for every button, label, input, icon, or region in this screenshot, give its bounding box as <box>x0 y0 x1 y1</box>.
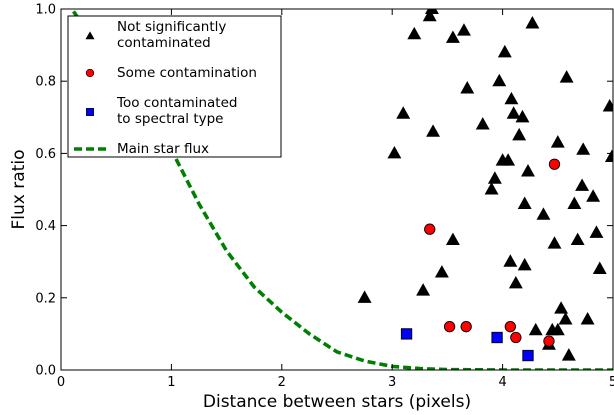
circle-point <box>544 336 554 346</box>
circle-point <box>511 332 521 342</box>
y-tick-label: 0.6 <box>35 147 56 162</box>
y-tick-label: 0.8 <box>35 75 56 90</box>
square-point <box>523 350 533 360</box>
square-point <box>401 329 411 339</box>
triangle-point <box>426 2 439 13</box>
legend-marker <box>86 108 93 115</box>
x-tick-label: 4 <box>498 375 506 390</box>
y-axis-label: Flux ratio <box>9 150 29 230</box>
legend-label: to spectral type <box>117 111 224 127</box>
x-tick-label: 2 <box>278 375 286 390</box>
x-tick-label: 3 <box>388 375 396 390</box>
legend-label: Some contamination <box>117 65 257 81</box>
x-tick-label: 0 <box>57 375 65 390</box>
x-tick-label: 1 <box>167 375 175 390</box>
circle-point <box>425 224 435 234</box>
y-tick-label: 0.2 <box>35 291 56 306</box>
y-tick-label: 0.0 <box>35 364 56 379</box>
y-tick-label: 0.4 <box>35 219 56 234</box>
square-point <box>492 332 502 342</box>
legend-label: Not significantly <box>117 19 226 35</box>
circle-point <box>444 321 454 331</box>
legend-marker <box>86 69 94 77</box>
circle-point <box>461 321 471 331</box>
circle-point <box>549 159 559 169</box>
legend-label: Too contaminated <box>116 95 237 111</box>
y-tick-label: 1.0 <box>35 3 56 18</box>
legend-label: contaminated <box>117 35 211 51</box>
x-axis-label: Distance between stars (pixels) <box>203 392 471 412</box>
legend-label: Main star flux <box>117 141 209 157</box>
x-tick-label: 5 <box>609 375 614 390</box>
circle-point <box>505 321 515 331</box>
